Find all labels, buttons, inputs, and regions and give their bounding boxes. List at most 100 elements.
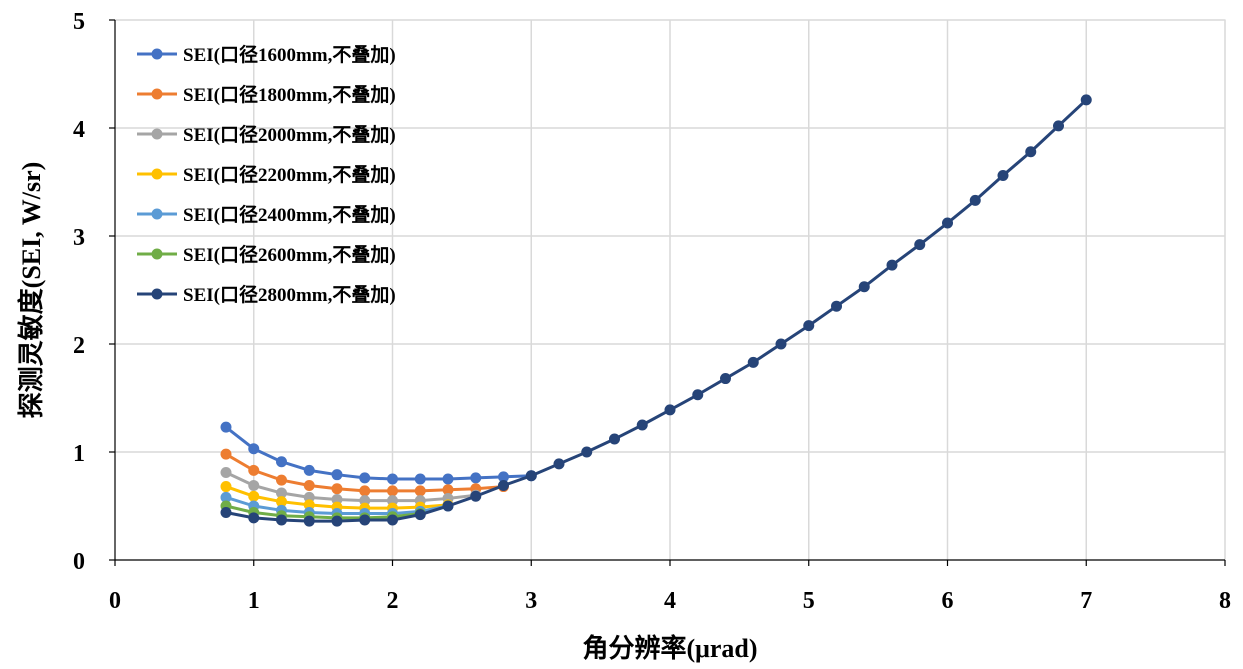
data-point <box>359 472 371 484</box>
data-point <box>692 389 704 401</box>
data-point <box>303 464 315 476</box>
series-line <box>225 471 476 503</box>
data-point <box>303 499 315 511</box>
x-tick-label: 1 <box>248 588 260 614</box>
x-axis-title: 角分辨率(μrad) <box>582 633 757 663</box>
series-line <box>225 98 1088 523</box>
legend-entry: SEI(口径2400mm,不叠加) <box>137 204 396 226</box>
data-point <box>276 456 287 468</box>
legend-entry: SEI(口径2000mm,不叠加) <box>137 124 396 146</box>
data-point <box>498 471 509 483</box>
data-point <box>1053 120 1064 132</box>
x-tick-label: 5 <box>803 588 815 614</box>
legend-label: SEI(口径2800mm,不叠加) <box>183 284 396 306</box>
data-point <box>442 484 454 496</box>
data-point <box>276 514 287 526</box>
x-tick-label: 3 <box>525 588 537 614</box>
data-point <box>220 491 232 503</box>
data-point <box>276 474 287 486</box>
legend-label: SEI(口径1600mm,不叠加) <box>183 44 396 66</box>
data-point <box>359 495 371 507</box>
data-point <box>331 483 343 495</box>
data-point <box>747 356 759 368</box>
grid-lines <box>114 19 1226 561</box>
data-point <box>1025 146 1037 158</box>
legend-label: SEI(口径1800mm,不叠加) <box>183 84 396 106</box>
data-point <box>803 320 815 332</box>
x-tick-label: 7 <box>1080 588 1092 614</box>
x-tick-label: 2 <box>387 588 399 614</box>
x-tick-label: 0 <box>109 588 121 614</box>
legend-label: SEI(口径2600mm,不叠加) <box>183 244 396 266</box>
series-3 <box>220 467 482 507</box>
series-7 <box>220 94 1092 527</box>
data-point <box>470 472 482 484</box>
data-point <box>414 473 426 485</box>
legend-entry: SEI(口径2600mm,不叠加) <box>137 244 396 266</box>
y-tick-label: 0 <box>73 549 85 575</box>
legend-swatch-marker <box>151 168 163 180</box>
data-point <box>331 494 343 506</box>
legend-swatch-marker <box>151 288 163 300</box>
legend-swatch-marker <box>151 88 163 100</box>
data-point <box>442 473 454 485</box>
data-point <box>387 485 398 497</box>
legend-swatch-marker <box>151 128 163 140</box>
data-point <box>303 515 315 527</box>
data-point <box>276 487 287 499</box>
data-point <box>442 500 454 512</box>
data-point <box>414 485 426 497</box>
data-point <box>248 464 260 476</box>
data-point <box>609 433 620 445</box>
data-point <box>942 217 953 229</box>
data-point <box>525 470 537 482</box>
data-point <box>720 373 731 385</box>
data-point <box>220 467 232 479</box>
x-tick-label: 6 <box>942 588 954 614</box>
data-point <box>220 506 232 518</box>
data-point <box>220 481 232 493</box>
data-point <box>498 479 509 491</box>
data-point <box>470 490 482 502</box>
data-point <box>553 458 565 470</box>
x-tick-label: 4 <box>664 588 676 614</box>
legend-entry: SEI(口径2200mm,不叠加) <box>137 164 396 186</box>
series-group <box>220 94 1092 527</box>
data-point <box>331 469 343 481</box>
legend-entry: SEI(口径1800mm,不叠加) <box>137 84 396 106</box>
legend-swatch-marker <box>151 208 163 220</box>
y-axis-title: 探测灵敏度(SEI, W/sr) <box>16 162 46 419</box>
legend: SEI(口径1600mm,不叠加) SEI(口径1800mm,不叠加) SEI(口径… <box>137 44 396 306</box>
data-point <box>886 259 898 271</box>
legend-entry: SEI(口径1600mm,不叠加) <box>137 44 396 66</box>
data-point <box>248 479 260 491</box>
data-point <box>303 479 315 491</box>
data-point <box>831 300 842 312</box>
data-point <box>581 446 593 458</box>
y-tick-label: 5 <box>73 9 85 35</box>
data-point <box>414 509 426 521</box>
data-point <box>664 404 676 416</box>
legend-swatch-marker <box>151 48 163 60</box>
data-point <box>276 496 287 508</box>
legend-swatch-marker <box>151 248 163 260</box>
data-point <box>969 194 981 206</box>
data-point <box>248 512 260 524</box>
y-tick-label: 4 <box>73 117 85 143</box>
data-point <box>220 421 232 433</box>
data-point <box>303 491 315 503</box>
data-point <box>1080 94 1092 106</box>
data-point <box>220 448 232 460</box>
data-point <box>997 170 1009 182</box>
axes: 0 1 2 3 4 5 6 7 8 0 1 2 3 4 5 <box>73 9 1231 614</box>
data-point <box>914 239 926 251</box>
data-point <box>359 485 371 497</box>
data-point <box>387 473 398 485</box>
y-tick-label: 2 <box>73 333 85 359</box>
data-point <box>636 419 648 431</box>
legend-label: SEI(口径2000mm,不叠加) <box>183 124 396 146</box>
y-tick-label: 3 <box>73 225 85 251</box>
legend-label: SEI(口径2200mm,不叠加) <box>183 164 396 186</box>
